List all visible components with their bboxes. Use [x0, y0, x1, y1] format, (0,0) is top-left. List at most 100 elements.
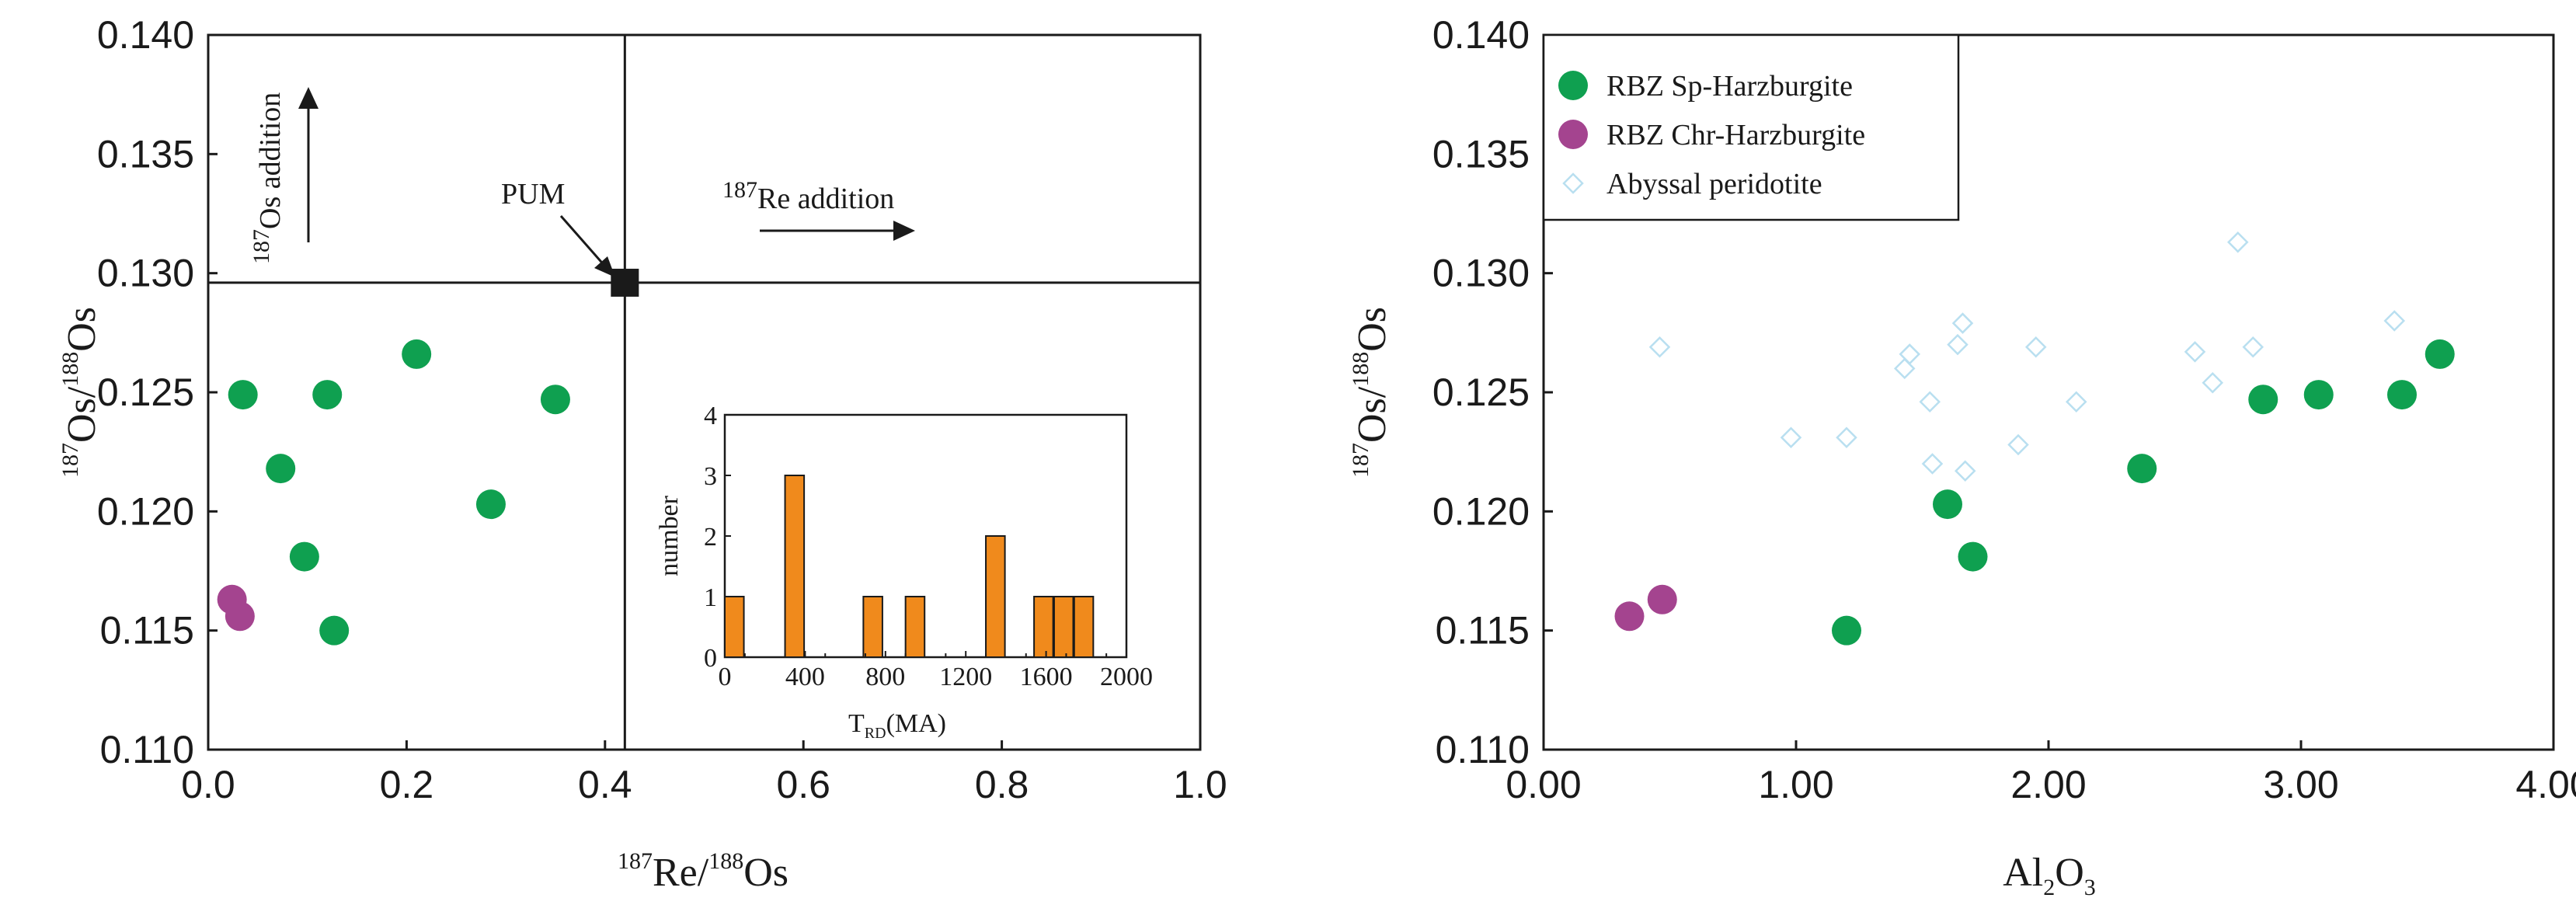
abyssal-peridotite-point — [2226, 231, 2249, 253]
legend-marker-abyssal — [1562, 172, 1584, 194]
sp-harzburgite-point — [1832, 615, 1861, 646]
abyssal-peridotite-point — [1648, 336, 1671, 358]
sp-harzburgite-point — [228, 380, 258, 410]
right-x-tick-label: 1.00 — [1758, 763, 1833, 806]
re-addition-arrowhead — [893, 221, 915, 241]
right-x-tick-label: 0.00 — [1506, 763, 1581, 806]
inset-histogram: 0 400 800 1200 1600 2000 0 1 2 3 4 TRD(MA) number — [655, 402, 1153, 742]
legend-label-sp-harzburgite: RBZ Sp-Harzburgite — [1607, 70, 1853, 103]
inset-x-tick-label: 0 — [719, 663, 732, 691]
sp-harzburgite-point — [319, 615, 350, 646]
abyssal-peridotite-point — [1899, 343, 1921, 365]
pum-arrow — [559, 215, 607, 268]
inset-x-tick-label: 400 — [785, 663, 825, 691]
right-points — [1614, 231, 2455, 646]
abyssal-peridotite-point — [2024, 336, 2047, 358]
sp-harzburgite-point — [2127, 454, 2157, 484]
abyssal-peridotite-point — [2184, 341, 2206, 363]
inset-y-ticks: 0 1 2 3 4 — [704, 402, 731, 673]
left-x-tick-label: 0.8 — [975, 763, 1029, 806]
inset-bar — [862, 596, 883, 658]
inset-y-tick-label: 3 — [704, 462, 717, 491]
re-addition-annotation: 187Re addition — [722, 177, 915, 241]
left-x-tick-label: 0.2 — [380, 763, 434, 806]
left-x-tick-label: 0.0 — [181, 763, 235, 806]
abyssal-peridotite-point — [1836, 426, 1857, 449]
pum-arrowhead — [594, 256, 615, 277]
legend-marker-chr-harzburgite — [1558, 120, 1588, 149]
legend: RBZ Sp-Harzburgite RBZ Chr-Harzburgite A… — [1542, 33, 1960, 221]
abyssal-peridotite-point — [1921, 453, 1944, 475]
inset-x-tick-label: 1600 — [1020, 663, 1073, 691]
abyssal-peridotite-point — [1954, 460, 1976, 482]
left-chart: 0.0 0.2 0.4 0.6 0.8 1.0 0.1100.1150.1200.1250… — [57, 13, 1227, 895]
right-y-axis-label: 187Os/188Os — [1348, 307, 1394, 478]
left-x-axis-label: 187Re/188Os — [618, 848, 788, 895]
left-y-axis-label: 187Os/188Os — [57, 307, 104, 478]
left-y-tick-label: 0.110 — [100, 728, 194, 771]
chr-harzburgite-point — [1647, 584, 1677, 614]
inset-x-tick-label: 1200 — [939, 663, 992, 691]
left-y-tick-label: 0.140 — [97, 13, 194, 57]
left-y-tick-label: 0.115 — [100, 609, 194, 653]
legend-label-abyssal: Abyssal peridotite — [1607, 168, 1822, 200]
right-x-tick-label: 4.00 — [2515, 763, 2576, 806]
sp-harzburgite-point — [2248, 385, 2278, 415]
abyssal-peridotite-point — [1780, 426, 1802, 449]
legend-label-chr-harzburgite: RBZ Chr-Harzburgite — [1607, 119, 1865, 151]
right-x-axis-label: Al2O3 — [2003, 851, 2096, 898]
os-addition-arrowhead — [298, 87, 319, 109]
left-points — [217, 339, 570, 646]
re-addition-label: 187Re addition — [722, 177, 894, 215]
abyssal-peridotite-point — [2383, 310, 2406, 332]
inset-bar — [724, 596, 745, 658]
right-y-tick-label: 0.130 — [1432, 252, 1530, 295]
legend-marker-sp-harzburgite — [1558, 71, 1588, 100]
pum-annotation: PUM — [501, 178, 639, 297]
left-y-ticks: 0.110 0.115 0.120 0.125 0.130 0.135 0.140 — [97, 13, 218, 771]
left-y-tick-label: 0.135 — [97, 132, 194, 176]
abyssal-peridotite-point — [2007, 433, 2029, 456]
inset-bar — [784, 475, 806, 658]
inset-x-ticks: 0 400 800 1200 1600 2000 — [719, 651, 1153, 691]
chr-harzburgite-point — [225, 601, 255, 632]
os-addition-label: 187Os addition — [249, 92, 287, 264]
sp-harzburgite-point — [540, 385, 570, 415]
abyssal-peridotite-point — [2242, 336, 2264, 358]
left-x-tick-label: 0.4 — [578, 763, 632, 806]
inset-bars — [724, 475, 1095, 658]
right-y-tick-label: 0.125 — [1432, 371, 1530, 414]
inset-bar — [1053, 596, 1074, 658]
left-reference-lines — [208, 35, 1200, 750]
sp-harzburgite-point — [312, 380, 343, 410]
os-addition-annotation: 187Os addition — [249, 87, 319, 264]
right-x-ticks: 0.00 1.00 2.00 3.00 4.00 — [1506, 740, 2576, 806]
right-y-tick-label: 0.120 — [1432, 489, 1530, 533]
sp-harzburgite-point — [2387, 380, 2417, 410]
right-y-tick-label: 0.110 — [1436, 728, 1530, 771]
abyssal-peridotite-point — [1947, 333, 1969, 356]
inset-y-axis-label: number — [655, 495, 684, 576]
left-x-tick-label: 0.6 — [776, 763, 830, 806]
abyssal-peridotite-point — [2202, 371, 2224, 394]
left-y-tick-label: 0.120 — [97, 489, 194, 533]
right-x-tick-label: 2.00 — [2010, 763, 2086, 806]
chr-harzburgite-point — [1614, 601, 1645, 632]
abyssal-peridotite-point — [1951, 312, 1974, 334]
right-chart: 0.00 1.00 2.00 3.00 4.00 0.110 0.115 0.120 0.12… — [1348, 13, 2576, 898]
sp-harzburgite-point — [402, 339, 432, 369]
inset-x-tick-label: 2000 — [1100, 663, 1153, 691]
right-y-ticks: 0.110 0.115 0.120 0.125 0.130 0.135 0.140 — [1432, 13, 1553, 771]
inset-y-tick-label: 4 — [704, 402, 717, 430]
inset-bar — [1033, 596, 1054, 658]
inset-y-tick-label: 2 — [704, 523, 717, 552]
inset-x-axis-label: TRD(MA) — [848, 709, 946, 742]
left-x-ticks: 0.0 0.2 0.4 0.6 0.8 1.0 — [181, 740, 1227, 806]
sp-harzburgite-point — [2425, 339, 2455, 369]
inset-bar — [985, 535, 1006, 658]
sp-harzburgite-point — [2303, 380, 2334, 410]
right-y-tick-label: 0.140 — [1432, 13, 1530, 57]
left-y-tick-label: 0.125 — [97, 371, 194, 414]
abyssal-peridotite-point — [1919, 391, 1941, 413]
